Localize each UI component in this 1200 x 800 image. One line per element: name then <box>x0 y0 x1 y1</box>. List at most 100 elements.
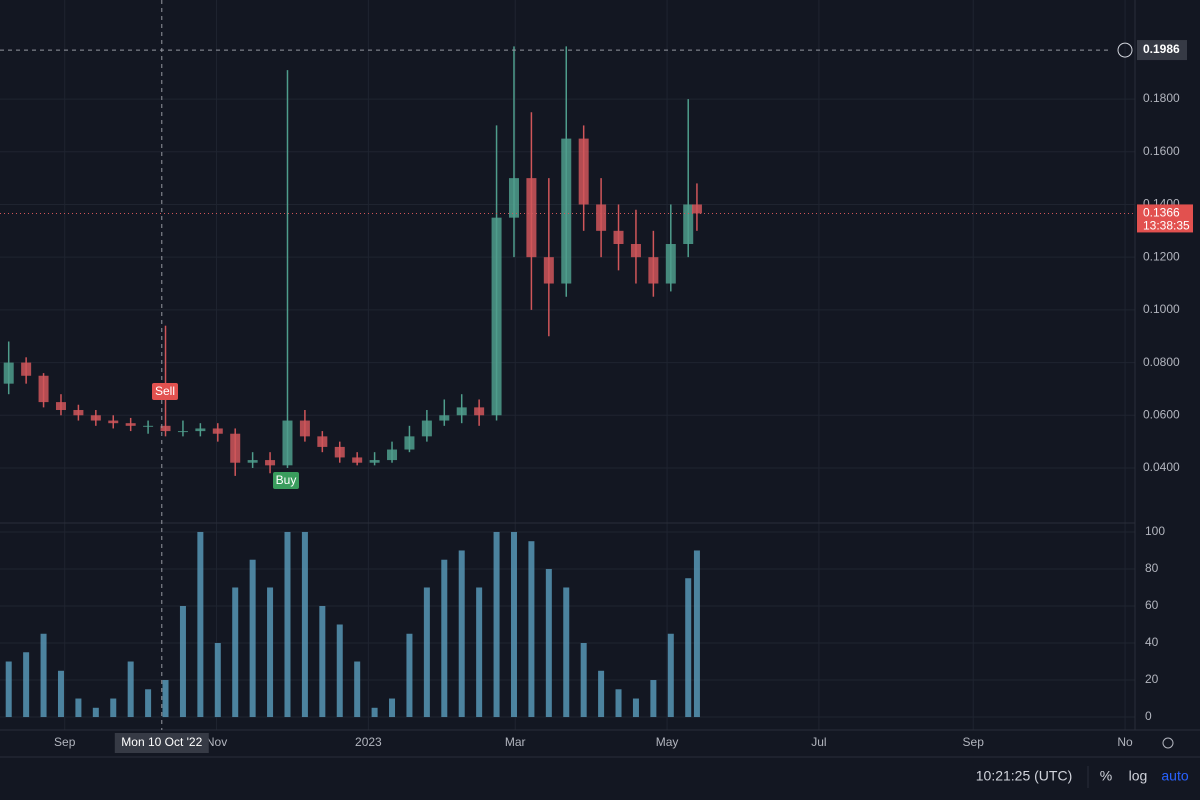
sell-signal-box <box>152 383 178 400</box>
y-tick-label: 0.0400 <box>1143 460 1180 474</box>
overlay: Sep Nov 2023 Mar May Jul Sep No 0.0400 0.0600 0.08… <box>0 0 1193 753</box>
candle-body <box>73 410 84 416</box>
candle-body <box>195 428 206 432</box>
candle-body <box>38 375 49 403</box>
indicator-tick-label: 40 <box>1145 635 1159 649</box>
y-tick-label: 0.0600 <box>1143 407 1180 421</box>
indicator-bar <box>267 587 274 718</box>
indicator-bar <box>354 661 361 718</box>
indicator-bar <box>40 633 47 718</box>
indicator-bar <box>162 680 169 718</box>
x-tick-label: 2023 <box>355 735 382 749</box>
x-tick-label: Sep <box>963 735 985 749</box>
candle-body <box>55 402 66 411</box>
indicator-bar <box>336 624 343 718</box>
indicator-bar <box>75 698 82 718</box>
candle-body <box>578 138 589 205</box>
crosshair-date-box <box>114 733 209 753</box>
indicator-bar <box>563 587 570 718</box>
candle-body <box>613 230 624 245</box>
sell-signal: Sell <box>155 384 175 398</box>
indicator-tick-label: 60 <box>1145 598 1159 612</box>
indicator-tick-label: 0 <box>1145 709 1152 723</box>
indicator-bar <box>57 670 64 718</box>
current-price-label: 0.1366 <box>1143 206 1180 220</box>
y-tick-label: 0.0800 <box>1143 355 1180 369</box>
candle-body <box>439 415 450 421</box>
auto-toggle[interactable]: auto <box>1161 768 1188 784</box>
countdown-label: 13:38:35 <box>1143 219 1190 233</box>
indicator-tick-label: 100 <box>1145 524 1165 538</box>
candle-body <box>683 204 694 245</box>
indicator-bar <box>284 531 291 718</box>
indicator-bar <box>371 707 378 718</box>
candle-body <box>404 436 415 450</box>
indicator-bar <box>598 670 605 718</box>
y-tick-label: 0.1600 <box>1143 144 1180 158</box>
candle-body <box>474 407 485 416</box>
candle-body <box>387 449 398 461</box>
candle-body <box>596 204 607 231</box>
indicator-bar <box>650 680 657 718</box>
indicator-bar <box>667 633 674 718</box>
candle-body <box>265 460 276 466</box>
indicator-bar <box>232 587 239 718</box>
indicator-bar <box>179 605 186 718</box>
candle-body <box>212 428 223 434</box>
x-tick-label: No <box>1117 735 1133 749</box>
indicator-bar <box>249 559 256 718</box>
percent-toggle[interactable]: % <box>1100 768 1112 784</box>
crosshair-price-box <box>1137 40 1187 61</box>
candle-body <box>177 431 188 433</box>
indicator-bar <box>493 531 500 718</box>
indicator-bar <box>458 550 465 718</box>
indicator-bar <box>406 633 413 718</box>
indicator-bar <box>693 550 700 718</box>
candle-body <box>491 217 502 416</box>
candle-body <box>21 362 32 376</box>
candle-body <box>299 420 310 437</box>
candle-body <box>160 425 171 432</box>
candle-body <box>369 460 380 463</box>
candle-body <box>691 204 702 214</box>
indicator-bar <box>214 643 221 718</box>
indicator-bar <box>423 587 430 718</box>
indicator-bar <box>110 698 117 718</box>
indicator-bar <box>127 661 134 718</box>
clock[interactable]: 10:21:25 (UTC) <box>976 768 1072 784</box>
candle-body <box>317 436 328 447</box>
candle-body <box>334 446 345 458</box>
candle-body <box>230 433 241 463</box>
log-toggle[interactable]: log <box>1129 768 1148 784</box>
indicator-tick-label: 80 <box>1145 561 1159 575</box>
candle-body <box>543 257 554 284</box>
y-tick-label: 0.1200 <box>1143 249 1180 263</box>
indicator-bar <box>389 698 396 718</box>
add-alert-button[interactable] <box>1117 42 1133 58</box>
x-tick-label: May <box>656 735 679 749</box>
candle-body <box>3 362 14 384</box>
marks <box>3 46 702 718</box>
indicator-bar <box>685 578 692 718</box>
candle-body <box>421 420 432 437</box>
candle-body <box>665 244 676 284</box>
candle-body <box>526 178 537 258</box>
candle-body <box>282 420 293 466</box>
candle-body <box>90 415 101 421</box>
x-tick-label: Jul <box>811 735 826 749</box>
y-tick-label: 0.1800 <box>1143 91 1180 105</box>
candle-body <box>508 178 519 218</box>
current-price-box <box>1137 204 1193 233</box>
candle-body <box>125 423 136 426</box>
candle-body <box>561 138 572 284</box>
candle-body <box>352 457 363 463</box>
candle-body <box>648 257 659 284</box>
indicator-bar <box>545 568 552 718</box>
x-tick-label: Mar <box>505 735 526 749</box>
settings-icon[interactable] <box>1162 737 1174 749</box>
x-tick-label: Nov <box>206 735 227 749</box>
candle-body <box>108 420 119 424</box>
indicator-bar <box>197 531 204 718</box>
candle-body <box>247 460 258 463</box>
